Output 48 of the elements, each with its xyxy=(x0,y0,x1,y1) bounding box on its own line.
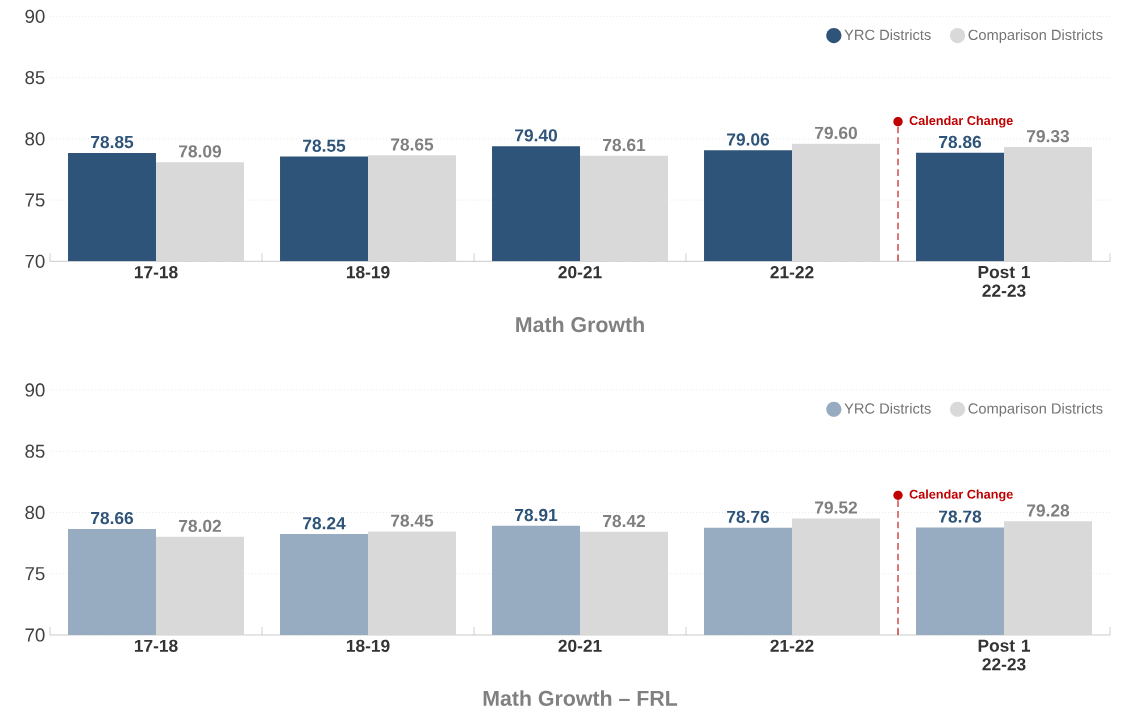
data-label: 79.06 xyxy=(727,133,770,146)
y-tick-label: 70 xyxy=(25,254,45,268)
data-label: 78.91 xyxy=(515,508,558,522)
data-label: 78.65 xyxy=(391,138,434,151)
legend-label: Comparison Districts xyxy=(968,402,1103,417)
y-tick-label: 85 xyxy=(25,70,45,85)
legend-label: YRC Districts xyxy=(844,29,931,41)
annotation: Calendar Change xyxy=(909,489,1013,502)
x-tick-label: Post 1 22-23 xyxy=(978,639,1031,671)
y-tick-label: 80 xyxy=(25,132,45,146)
legend-label: YRC Districts xyxy=(844,402,931,414)
y-tick-label: 80 xyxy=(25,505,45,520)
y-tick-label: 90 xyxy=(25,9,45,23)
x-tick-label: 17-18 xyxy=(134,266,178,279)
data-label: 78.61 xyxy=(603,138,646,152)
x-tick-label: 21-22 xyxy=(770,266,814,279)
data-label: 79.60 xyxy=(815,126,857,140)
data-label: 78.85 xyxy=(91,135,134,149)
y-tick-label: 70 xyxy=(25,628,45,642)
y-tick-label: 90 xyxy=(25,383,45,397)
x-tick-label: 21-22 xyxy=(770,639,814,652)
legend-label: Comparison Districts xyxy=(968,29,1103,43)
x-tick-label: 17-18 xyxy=(134,639,178,652)
x-tick-label: 18-19 xyxy=(346,266,390,279)
data-label: 78.24 xyxy=(303,517,346,530)
data-label: 78.76 xyxy=(727,510,770,523)
data-label: 79.40 xyxy=(515,129,557,142)
data-label: 78.45 xyxy=(391,514,434,527)
data-label: 78.55 xyxy=(303,139,346,152)
data-label: 78.09 xyxy=(179,145,222,158)
data-label: 79.33 xyxy=(1027,130,1070,143)
data-label: 78.02 xyxy=(179,519,221,533)
x-tick-label: 20-21 xyxy=(558,639,602,652)
data-label: 78.86 xyxy=(939,135,982,149)
data-label: 79.28 xyxy=(1027,504,1070,517)
data-label: 78.42 xyxy=(603,514,645,528)
y-tick-label: 75 xyxy=(25,567,45,581)
data-label: 78.66 xyxy=(91,511,134,525)
x-tick-label: 20-21 xyxy=(558,266,602,279)
text: Math Growth xyxy=(516,316,644,333)
text: Math Growth – FRL xyxy=(483,690,678,706)
x-tick-label: 18-19 xyxy=(346,639,390,652)
data-label: 78.78 xyxy=(939,510,982,523)
x-tick-label: Post 1 22-23 xyxy=(978,266,1031,297)
y-tick-label: 85 xyxy=(25,444,45,458)
y-tick-label: 75 xyxy=(25,193,45,207)
annotation: Calendar Change xyxy=(909,115,1013,128)
data-label: 79.52 xyxy=(815,501,857,514)
